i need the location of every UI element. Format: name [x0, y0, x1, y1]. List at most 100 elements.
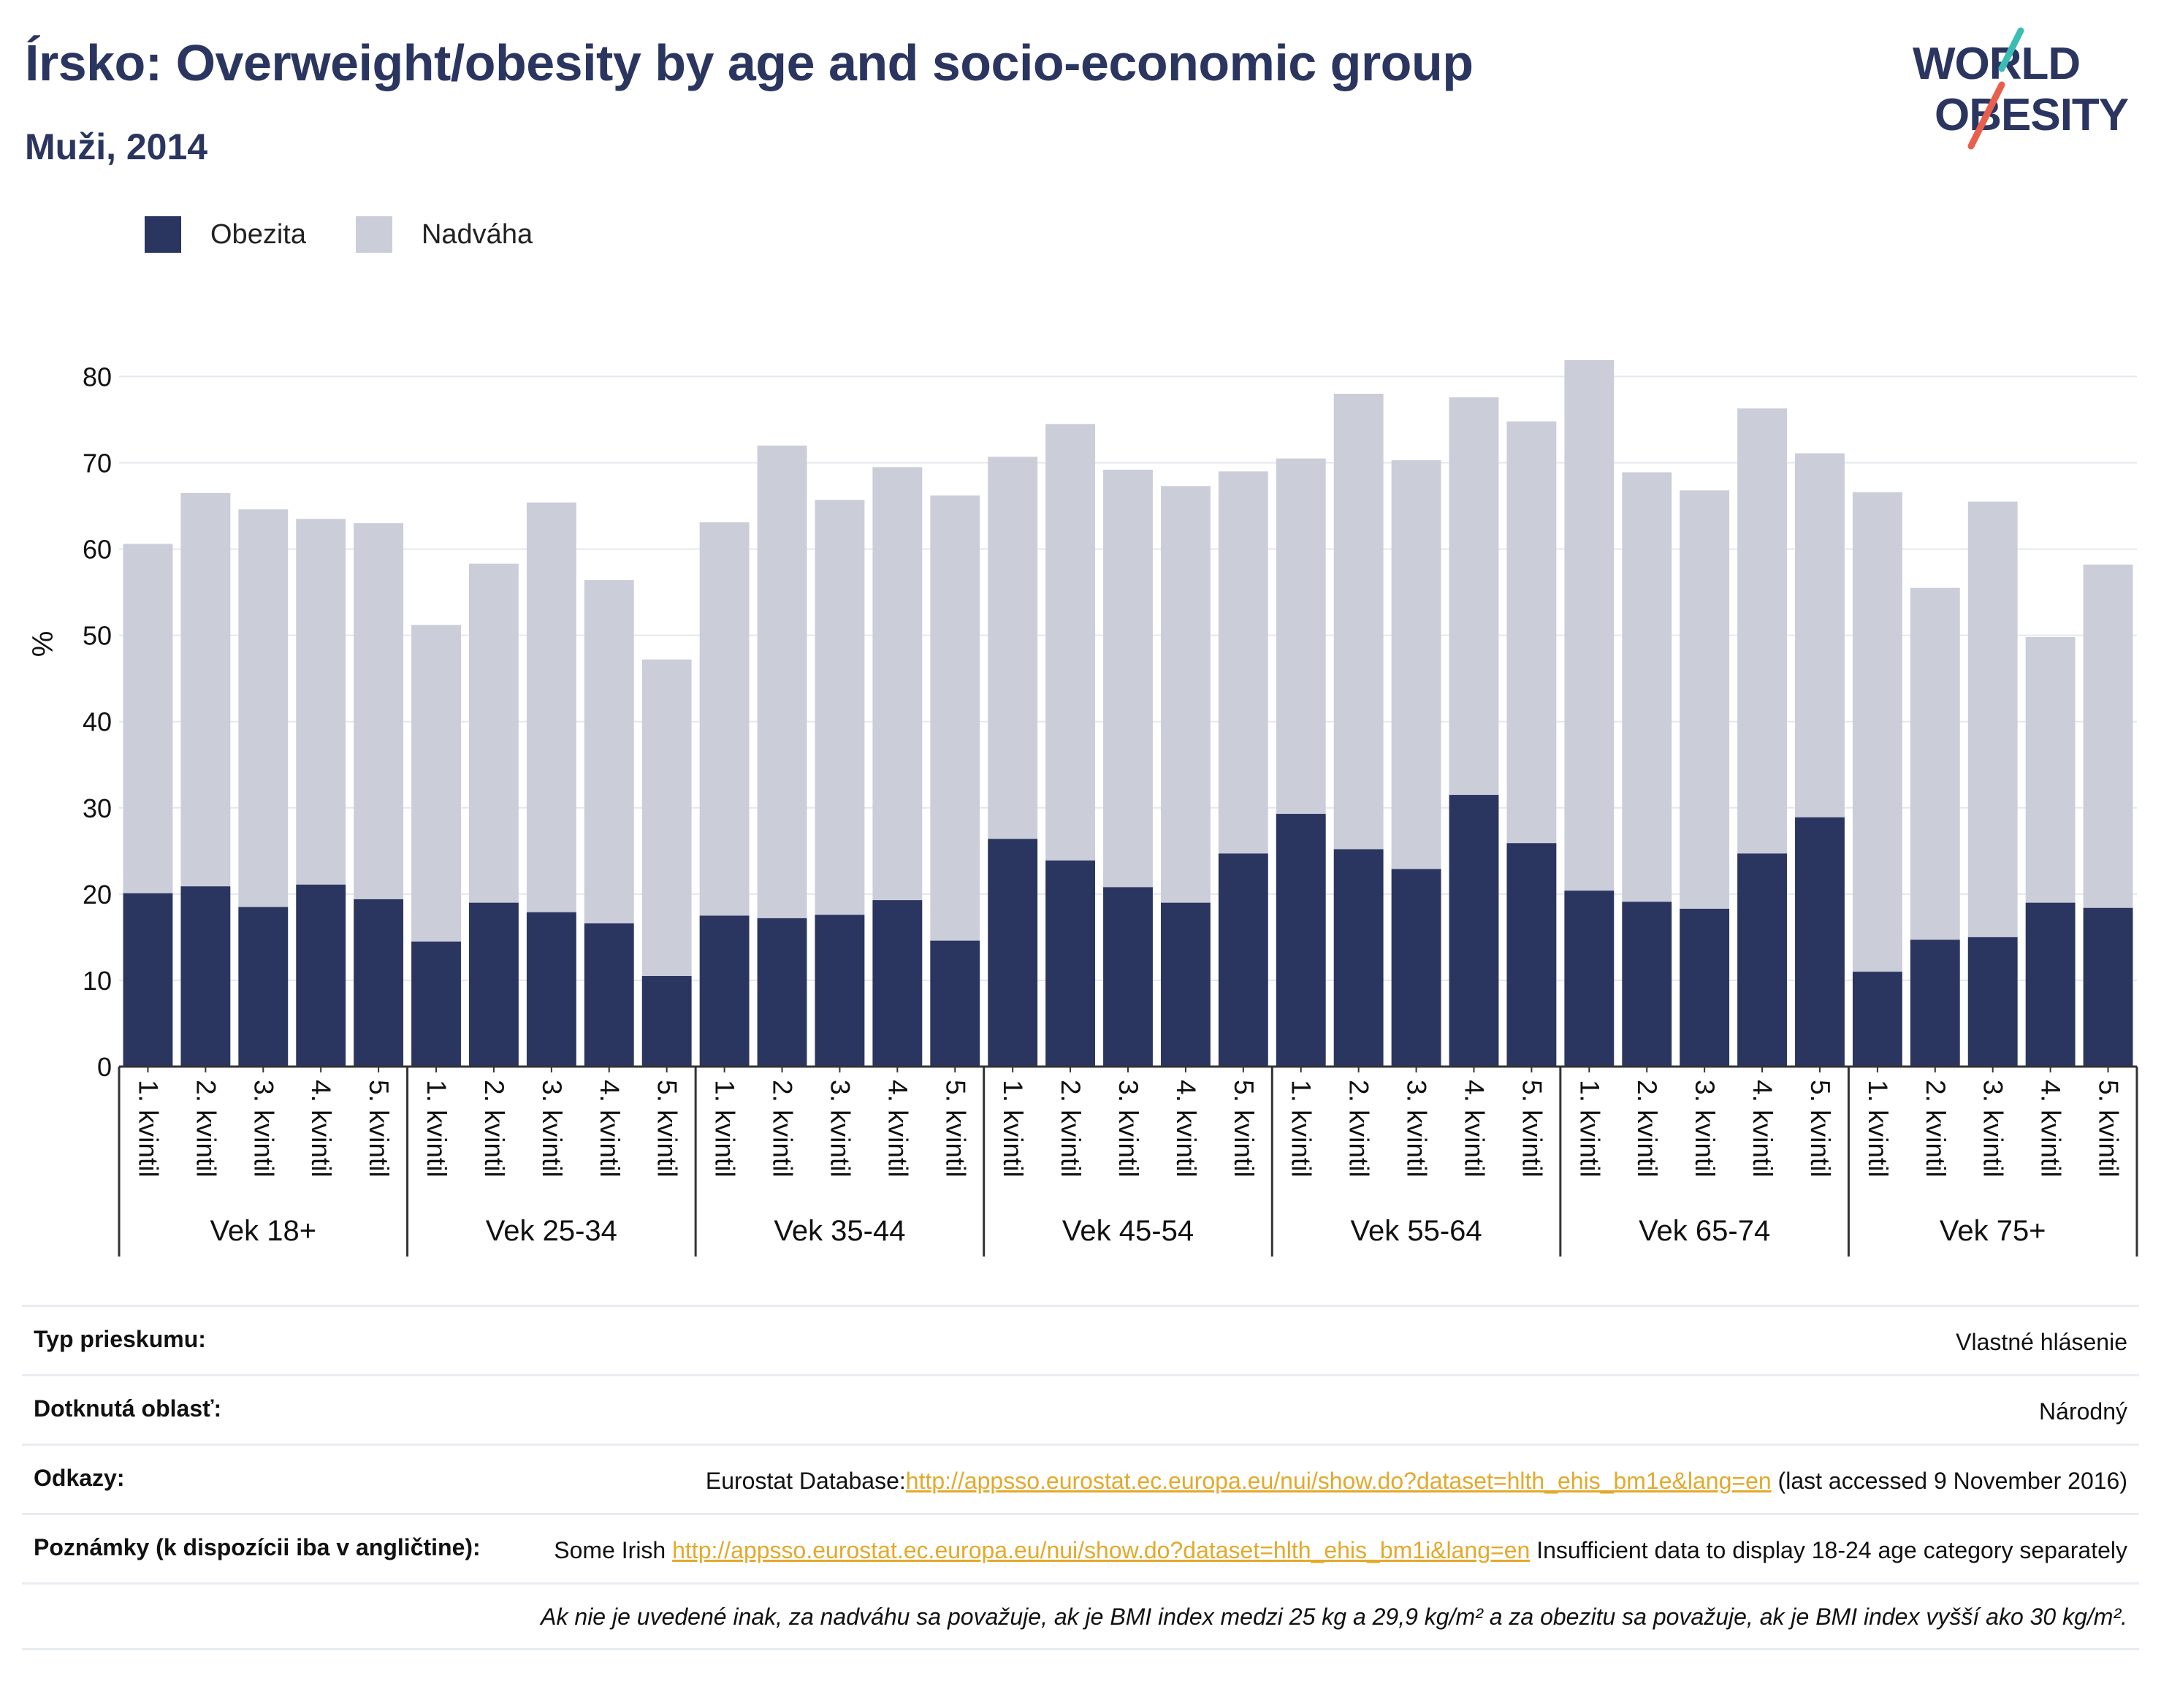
- x-tick-label: 1. kvintil: [1574, 1080, 1604, 1178]
- group-label: Vek 45-54: [1062, 1215, 1194, 1247]
- bar-obesity: [1564, 891, 1615, 1067]
- legend-swatch-overweight: [355, 216, 392, 253]
- bar-overweight: [2083, 564, 2133, 908]
- bar-obesity: [930, 940, 980, 1067]
- group-label: Vek 65-74: [1639, 1215, 1770, 1247]
- bar-obesity: [2083, 907, 2133, 1067]
- bar-overweight: [469, 563, 519, 903]
- notes-link[interactable]: http://appsso.eurostat.ec.europa.eu/nui/…: [672, 1537, 1531, 1563]
- page-title: Írsko: Overweight/obesity by age and soc…: [25, 34, 1474, 91]
- legend-item-overweight[interactable]: Nadváha: [355, 216, 533, 253]
- notes-value: Some Irish http://appsso.eurostat.ec.eur…: [554, 1534, 2127, 1566]
- x-tick-label: 3. kvintil: [1113, 1080, 1143, 1178]
- bar-overweight: [1506, 421, 1557, 844]
- x-tick-label: 4. kvintil: [2036, 1080, 2066, 1178]
- bar-obesity: [641, 976, 692, 1067]
- x-tick-label: 1. kvintil: [710, 1080, 740, 1178]
- area-value: Národný: [2039, 1398, 2127, 1425]
- references-label: Odkazy:: [34, 1465, 125, 1491]
- x-tick-label: 3. kvintil: [537, 1080, 567, 1178]
- bar-overweight: [699, 522, 750, 916]
- x-tick-label: 5. kvintil: [940, 1080, 970, 1178]
- references-prefix: Eurostat Database:: [705, 1468, 906, 1494]
- bar-overweight: [1391, 460, 1441, 869]
- logo-slash-red: [1967, 81, 2005, 150]
- bar-overweight: [1564, 359, 1615, 891]
- references-link[interactable]: http://appsso.eurostat.ec.europa.eu/nui/…: [905, 1468, 1772, 1494]
- bar-obesity: [354, 899, 404, 1067]
- bar-obesity: [1795, 817, 1845, 1067]
- x-tick-label: 5. kvintil: [2094, 1080, 2124, 1178]
- bar-overweight: [1449, 397, 1499, 796]
- bar-overweight: [757, 445, 807, 918]
- bar-overweight: [815, 500, 865, 915]
- group-label: Vek 18+: [210, 1215, 316, 1247]
- y-axis-label: %: [27, 631, 59, 657]
- page-subtitle: Muži, 2014: [25, 126, 208, 167]
- legend-item-obesity[interactable]: Obezita: [145, 216, 306, 253]
- logo-text-world: WORLD: [1913, 39, 2080, 89]
- area-label: Dotknutá oblasť:: [34, 1395, 222, 1422]
- y-tick-label: 50: [83, 621, 112, 651]
- bar-overweight: [123, 544, 173, 893]
- bar-overweight: [1680, 490, 1730, 909]
- chart-legend: Obezita Nadváha: [145, 216, 582, 253]
- bar-obesity: [1737, 853, 1787, 1067]
- bar-obesity: [1680, 908, 1730, 1067]
- bar-overweight: [1795, 453, 1845, 817]
- bar-overweight: [1045, 424, 1096, 861]
- bmi-footnote: Ak nie je uvedené inak, za nadváhu sa po…: [22, 1582, 2139, 1650]
- x-tick-label: 3. kvintil: [1402, 1080, 1432, 1178]
- x-tick-label: 5. kvintil: [1229, 1080, 1259, 1178]
- y-tick-label: 20: [83, 880, 112, 910]
- legend-label-overweight: Nadváha: [421, 218, 533, 250]
- y-tick-label: 70: [83, 448, 112, 478]
- x-tick-label: 2. kvintil: [479, 1080, 509, 1178]
- legend-label-obesity: Obezita: [210, 218, 306, 250]
- x-tick-label: 5. kvintil: [364, 1080, 394, 1178]
- group-label: Vek 55-64: [1351, 1215, 1482, 1247]
- group-label: Vek 75+: [1940, 1215, 2046, 1247]
- bar-obesity: [1218, 853, 1268, 1067]
- bar-overweight: [872, 467, 923, 901]
- bar-obesity: [238, 907, 289, 1067]
- bar-obesity: [1967, 937, 2018, 1067]
- bar-obesity: [1449, 795, 1499, 1067]
- x-tick-label: 5. kvintil: [1517, 1080, 1547, 1178]
- x-tick-label: 3. kvintil: [1690, 1080, 1720, 1178]
- x-tick-label: 2. kvintil: [768, 1080, 798, 1178]
- bar-obesity: [699, 915, 750, 1067]
- bar-obesity: [469, 902, 519, 1067]
- bar-overweight: [411, 625, 461, 942]
- bar-overweight: [1103, 469, 1153, 888]
- survey-type-value: Vlastné hlásenie: [1956, 1329, 2127, 1355]
- x-tick-label: 1. kvintil: [1287, 1080, 1316, 1178]
- survey-type-label: Typ prieskumu:: [34, 1326, 206, 1352]
- bar-obesity: [1910, 939, 1960, 1067]
- x-tick-label: 4. kvintil: [595, 1080, 625, 1178]
- bar-obesity: [1622, 901, 1672, 1067]
- bar-obesity: [1103, 887, 1153, 1067]
- x-tick-label: 4. kvintil: [306, 1080, 336, 1178]
- y-tick-label: 0: [97, 1052, 112, 1082]
- bar-obesity: [411, 941, 461, 1067]
- bar-overweight: [1333, 394, 1384, 850]
- bar-obesity: [757, 918, 807, 1067]
- bar-overweight: [584, 580, 634, 923]
- bar-obesity: [1391, 869, 1441, 1067]
- bar-obesity: [123, 893, 173, 1067]
- bar-obesity: [1506, 843, 1557, 1067]
- bar-overweight: [1737, 408, 1787, 854]
- info-row-survey: Typ prieskumu: Vlastné hlásenie: [22, 1305, 2139, 1374]
- bar-overweight: [641, 659, 692, 977]
- bar-obesity: [1333, 849, 1384, 1067]
- x-tick-label: 4. kvintil: [1748, 1080, 1777, 1178]
- bar-overweight: [238, 509, 289, 907]
- x-tick-label: 4. kvintil: [883, 1080, 912, 1178]
- bar-obesity: [872, 900, 923, 1067]
- bar-overweight: [1910, 587, 1960, 940]
- x-tick-label: 5. kvintil: [1805, 1080, 1835, 1178]
- x-tick-label: 3. kvintil: [1978, 1080, 2008, 1178]
- x-tick-label: 2. kvintil: [1921, 1080, 1951, 1178]
- bar-obesity: [988, 839, 1038, 1067]
